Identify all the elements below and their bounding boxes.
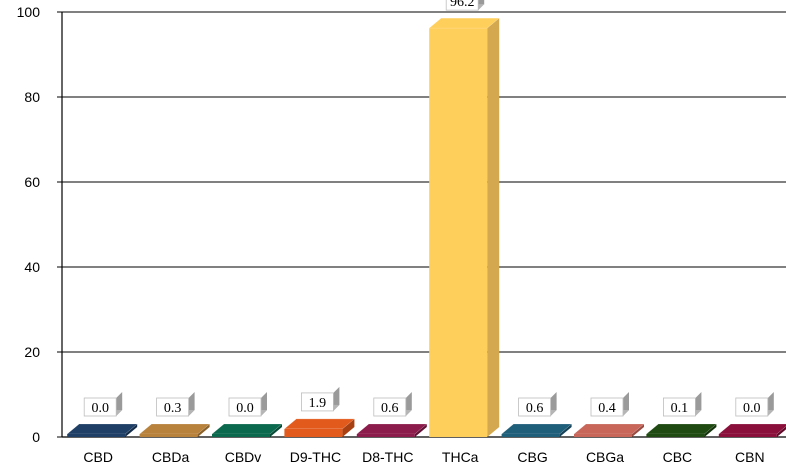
bar-thca [428,17,500,438]
bar-front [429,28,488,438]
value-label-d9-thc: 1.9 [300,386,340,412]
bar-cbg [500,423,573,437]
bar-top [500,423,573,435]
value-label-text: 0.3 [164,401,182,416]
bar-front [574,434,632,437]
bar-side [414,424,427,437]
bar-side [487,18,500,438]
y-tick-label: 0 [32,429,40,445]
y-tick-label: 20 [24,344,40,360]
bar-front [356,434,415,437]
value-label-text: 0.0 [91,401,109,416]
category-labels: CBD CBDa CBDv D9-THC D8-THC THCa CBG CBGa CBC CBN [83,449,764,465]
axes [57,11,786,438]
value-label-cbd: 0.0 [83,392,123,417]
bar-front [284,428,343,437]
value-label-text: 0.4 [598,401,616,416]
bars [66,17,786,438]
x-tick-label: CBDa [152,449,190,465]
bar-side [125,424,138,437]
bar-top [66,423,138,435]
bar-side [342,418,355,437]
y-tick-label: 80 [24,89,40,105]
value-label-thca: 96.2 [445,0,485,11]
value-label-cbc: 0.1 [663,392,702,417]
bar-top [283,418,356,430]
value-label-text: 0.1 [671,401,689,416]
bar-side [776,426,786,437]
x-tick-label: CBC [663,449,693,465]
bar-cbdv [211,423,283,437]
value-label-text: 96.2 [450,0,475,10]
bar-cbc [645,423,718,437]
value-label-cbdv: 0.0 [228,392,267,417]
x-tick-label: CBGa [586,449,624,465]
bar-side [559,424,572,437]
grid-lines [62,11,786,353]
value-label-cbga: 0.4 [590,392,629,417]
x-tick-label: CBDv [225,449,262,465]
bar-front [718,434,777,437]
bar-top [428,17,500,29]
value-label-text: 0.6 [526,401,544,416]
value-label-text: 0.0 [743,401,761,416]
value-label-d8-thc: 0.6 [373,392,412,417]
bar-top [356,423,428,435]
bar-cbd [66,423,138,437]
value-labels: 0.0 0.3 0.0 1.9 0.6 96.2 0.6 0.4 0.1 0.0 [83,0,774,417]
bar-top [718,423,786,435]
value-label-text: 0.0 [236,401,254,416]
value-label-text: 1.9 [309,396,327,411]
bar-side [632,424,644,437]
bar-cbda [138,423,211,437]
value-label-cbg: 0.6 [518,392,557,417]
y-tick-label: 100 [17,4,41,20]
bar-front [67,434,126,437]
y-tick-label: 60 [24,174,40,190]
bar-side [704,424,717,437]
x-tick-label: D9-THC [290,449,341,465]
bar-front [139,434,198,437]
x-tick-label: CBD [83,449,113,465]
value-label-text: 0.6 [381,401,399,416]
bar-front [646,434,705,437]
bar-cbga [573,423,645,437]
bar-d9-thc [283,418,356,437]
value-label-cbda: 0.3 [156,392,195,417]
bar-d8-thc [356,423,428,437]
bar-front [212,434,270,437]
bar-side [197,424,210,437]
x-tick-label: CBG [517,449,547,465]
bar-cbn [718,423,786,437]
bar-top [645,423,718,435]
x-tick-label: D8-THC [362,449,413,465]
bar-top [573,423,645,435]
bar-front [501,434,560,437]
bar-top [211,423,283,435]
y-tick-label: 40 [24,259,40,275]
x-tick-label: THCa [442,449,479,465]
bar-side [270,424,282,437]
bar-top [138,423,211,435]
y-tick-labels: 0 20 40 60 80 100 [17,4,41,445]
x-tick-label: CBN [735,449,765,465]
value-label-cbn: 0.0 [735,392,774,417]
